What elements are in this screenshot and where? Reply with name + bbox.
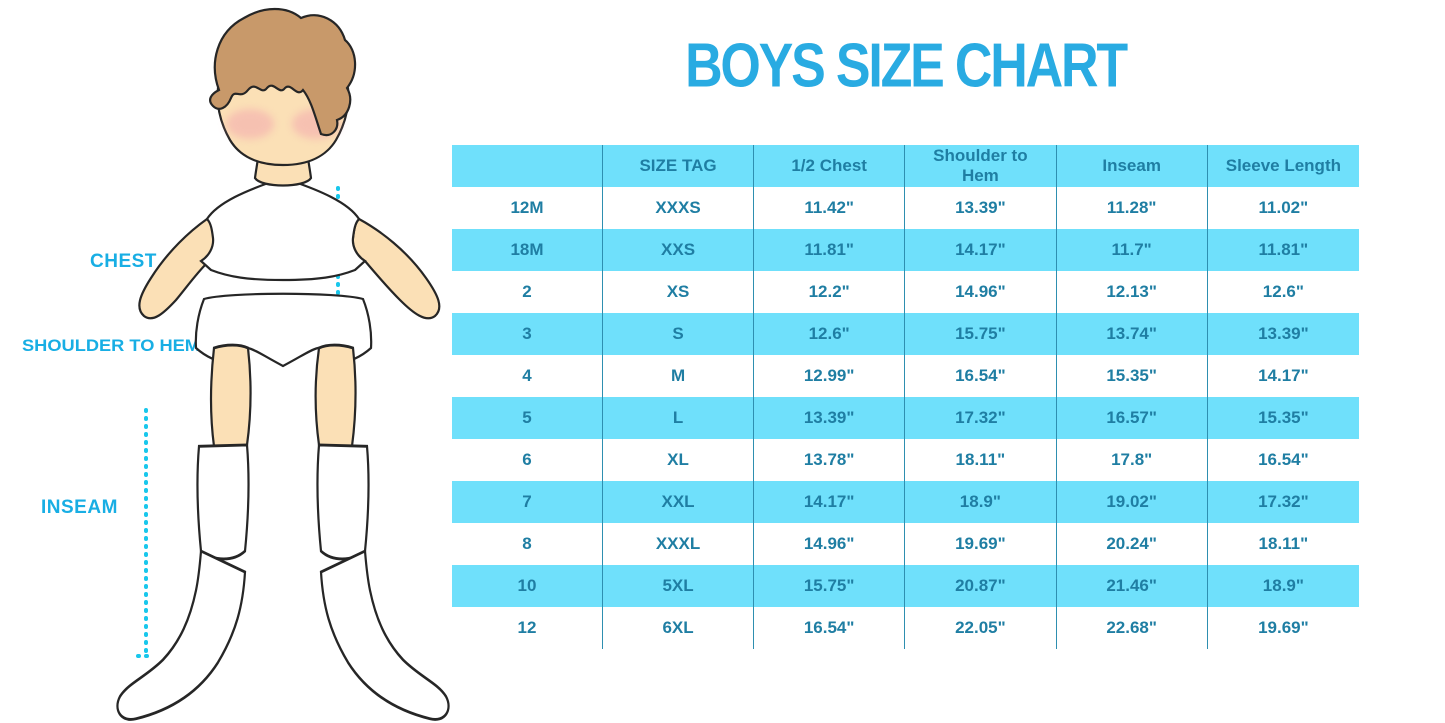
svg-text:SHOULDER TO HEM: SHOULDER TO HEM xyxy=(22,336,200,355)
svg-text:CHEST: CHEST xyxy=(90,251,157,272)
svg-text:INSEAM: INSEAM xyxy=(41,497,118,518)
